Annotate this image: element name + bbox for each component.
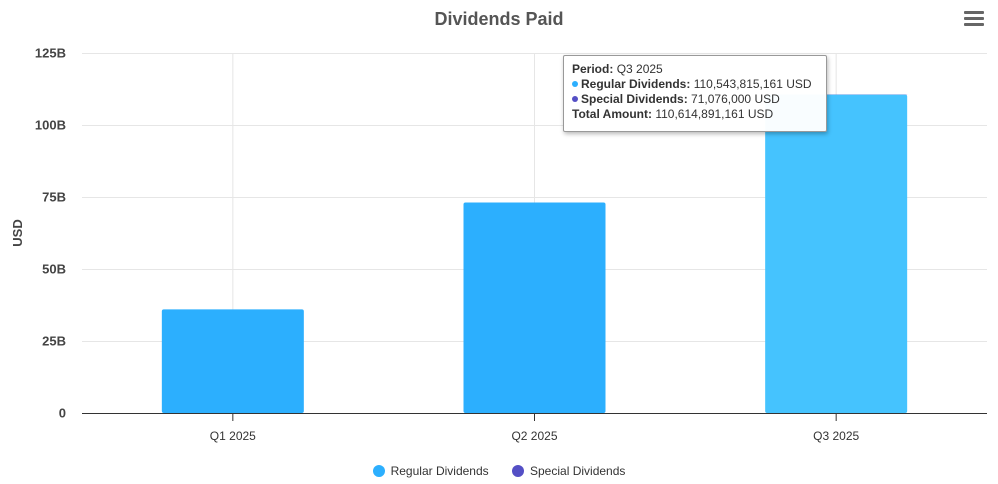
y-tick-label: 0 bbox=[59, 406, 66, 421]
legend-marker-special bbox=[512, 465, 524, 477]
tooltip-period-row: Period: Q3 2025 bbox=[572, 62, 818, 77]
x-tick-label: Q1 2025 bbox=[210, 429, 256, 443]
tooltip-regular-marker bbox=[572, 81, 578, 87]
y-tick-label: 75B bbox=[42, 190, 66, 205]
chart-title: Dividends Paid bbox=[434, 9, 564, 29]
tooltip-period-value: Q3 2025 bbox=[616, 62, 663, 76]
hamburger-menu-icon[interactable] bbox=[964, 11, 984, 29]
legend-label-regular: Regular Dividends bbox=[390, 464, 489, 478]
tooltip-special-label: Special Dividends: bbox=[581, 92, 688, 106]
tooltip-total-label: Total Amount: bbox=[572, 107, 652, 121]
x-tick-label: Q2 2025 bbox=[511, 429, 557, 443]
bar-regular-q1-2025 bbox=[161, 309, 304, 413]
bar-regular-q3-2025 bbox=[765, 94, 908, 413]
legend-marker-regular bbox=[372, 465, 385, 477]
chart-tooltip: Period: Q3 2025 Regular Dividends: 110,5… bbox=[563, 55, 827, 132]
tooltip-regular-label: Regular Dividends: bbox=[581, 77, 691, 91]
tooltip-regular-value: 110,543,815,161 USD bbox=[693, 77, 812, 91]
x-tick-label: Q3 2025 bbox=[813, 429, 859, 443]
tooltip-total-row: Total Amount: 110,614,891,161 USD bbox=[572, 107, 818, 122]
y-tick-label: 125B bbox=[35, 46, 66, 61]
tooltip-total-value: 110,614,891,161 USD bbox=[655, 107, 774, 121]
bar-regular-q2-2025 bbox=[463, 202, 606, 413]
chart-legend: Regular Dividends Special Dividends bbox=[0, 464, 998, 478]
tooltip-period-label: Period: bbox=[572, 62, 614, 76]
y-tick-label: 100B bbox=[35, 118, 66, 133]
y-tick-label: 50B bbox=[42, 262, 66, 277]
chart-plot: 0 25B 50B 75B 100B 125B Q1 2025 Q2 2025 Q3 2025 U… bbox=[10, 46, 987, 443]
tooltip-special-value: 71,076,000 USD bbox=[691, 92, 780, 106]
tooltip-regular-row: Regular Dividends: 110,543,815,161 USD bbox=[572, 77, 818, 92]
tooltip-special-marker bbox=[572, 96, 578, 102]
y-axis-title: USD bbox=[10, 219, 25, 246]
legend-item-special-dividends[interactable]: Special Dividends bbox=[512, 464, 625, 478]
tooltip-special-row: Special Dividends: 71,076,000 USD bbox=[572, 92, 818, 107]
y-tick-label: 25B bbox=[42, 334, 66, 349]
legend-label-special: Special Dividends bbox=[530, 464, 626, 478]
legend-item-regular-dividends[interactable]: Regular Dividends bbox=[372, 464, 489, 478]
